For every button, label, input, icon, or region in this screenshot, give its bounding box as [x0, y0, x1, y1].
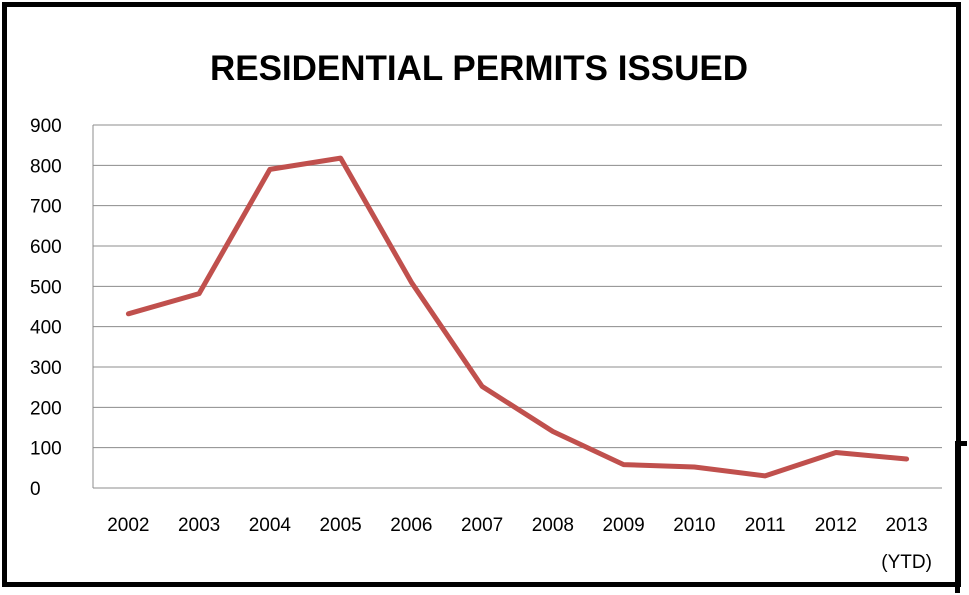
y-tick-label: 500 [30, 277, 62, 298]
chart-title: RESIDENTIAL PERMITS ISSUED [210, 49, 748, 88]
x-tick-label: 2012 [815, 515, 857, 536]
y-tick-label: 700 [30, 197, 62, 218]
y-tick-label: 600 [30, 237, 62, 258]
x-tick-label: 2010 [673, 515, 715, 536]
x-tick-label: 2004 [249, 515, 292, 536]
y-tick-label: 200 [30, 398, 62, 419]
chart-frame [2, 2, 961, 587]
x-axis-tick-labels: 2002 2003 2004 2005 2006 2007 2008 2009 2010 2011… [107, 515, 932, 573]
series-lines [125, 155, 910, 479]
x-tick-sublabel: (YTD) [881, 552, 932, 573]
x-tick-label: 2008 [532, 515, 574, 536]
x-tick-label: 2002 [107, 515, 149, 536]
y-tick-label: 800 [30, 156, 62, 177]
y-tick-label: 100 [30, 439, 62, 460]
x-tick-label: 2006 [390, 515, 432, 536]
y-axis-tick-labels: 0 100 200 300 400 500 600 700 800 900 [30, 116, 62, 500]
x-tick-label: 2013 [885, 515, 927, 536]
x-tick-label: 2007 [461, 515, 503, 536]
x-tick-label: 2009 [602, 515, 644, 536]
gridlines [92, 124, 942, 489]
series-line-0 [125, 155, 910, 479]
y-tick-label: 400 [30, 318, 62, 339]
overlapping-frame-edge [955, 441, 967, 593]
x-tick-label: 2003 [178, 515, 220, 536]
y-tick-label: 0 [30, 479, 41, 500]
y-tick-label: 300 [30, 358, 62, 379]
x-tick-label: 2011 [745, 515, 786, 536]
y-tick-label: 900 [30, 116, 62, 137]
x-tick-label: 2005 [319, 515, 361, 536]
